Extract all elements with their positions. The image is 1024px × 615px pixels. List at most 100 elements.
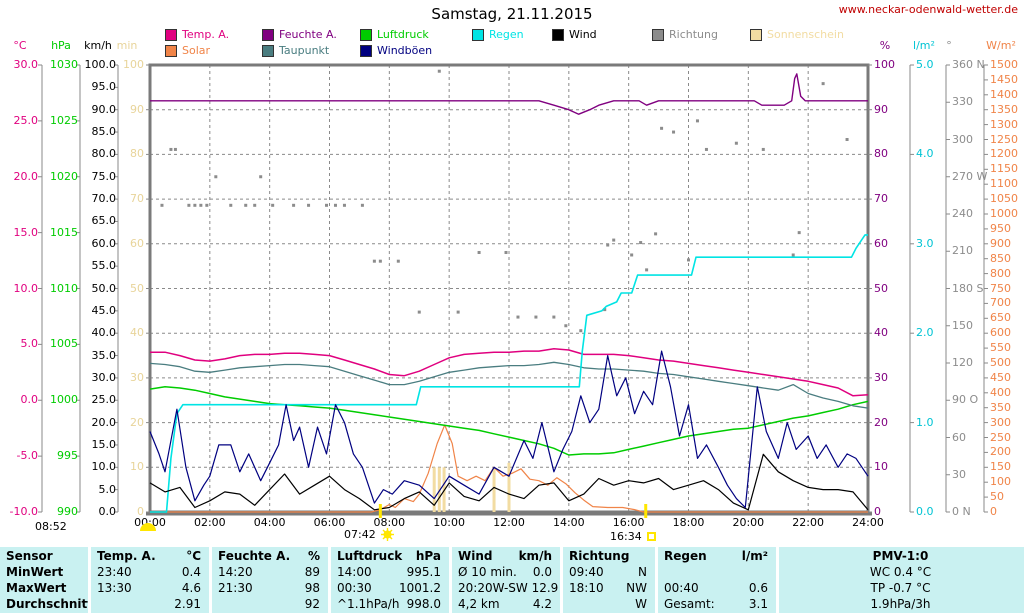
stats-column: PMV-1:0 WC 0.4 °C TP -0.7 °C 1.9hPa/3h: [779, 547, 1024, 613]
axis-tick-label: 75.0: [91, 169, 117, 183]
axis-tick-label: 360 N: [952, 58, 985, 71]
stats-column: Regen l/m² 00:40 0.6 Gesamt: 3.1: [658, 547, 776, 613]
stats-cell-value: 0.0: [532, 565, 552, 579]
series-richtung-dot: [504, 250, 508, 254]
stats-cell-label: Sensor: [6, 549, 53, 563]
axis-header: km/h: [84, 39, 112, 52]
x-axis-label: 18:00: [672, 516, 705, 529]
axis-tick-label: 450: [990, 370, 1011, 384]
axis-tick-label: 95.0: [91, 80, 117, 94]
axis-header: l/m²: [913, 39, 935, 52]
legend-label-regen: Regen: [489, 28, 524, 41]
axis-tick-label: 750: [990, 281, 1011, 295]
series-richtung-dot: [672, 130, 676, 134]
axis-tick-label: 270 W: [952, 169, 988, 183]
axis-tick-label: 240: [952, 207, 973, 220]
series-richtung-dot: [307, 203, 311, 207]
axis-tick-label: 60: [952, 430, 966, 444]
axis-tick-label: 80: [874, 147, 888, 161]
stats-cell-value: 0.6: [748, 581, 768, 595]
x-axis-label: 06:00: [313, 516, 346, 529]
series-richtung-dot: [797, 231, 801, 235]
stats-cell-value: 3.1: [748, 597, 768, 611]
stats-cell-label: 14:00: [337, 565, 372, 579]
axis-tick-label: 0 N: [952, 505, 971, 518]
axis-tick-label: 90 O: [952, 393, 979, 407]
series-richtung-dot: [639, 241, 643, 245]
stats-cell: Richtung: [563, 548, 655, 564]
axis-tick-label: 80.0: [91, 147, 117, 161]
series-richtung-dot: [821, 82, 825, 86]
stats-cell-label: Regen: [664, 549, 707, 563]
stats-cell-value: °C: [186, 549, 201, 563]
axis-tick-label: 60: [130, 236, 144, 250]
stats-cell: Feuchte A.%: [212, 548, 328, 564]
stats-cell: 4,2 km 4.2: [452, 596, 560, 612]
axis-tick-label: 1350: [990, 102, 1018, 116]
axis-tick-label: 1005: [50, 337, 78, 351]
series-richtung-dot: [199, 203, 203, 207]
series-sonnenschein-bar: [432, 467, 436, 512]
series-richtung-dot: [516, 315, 520, 319]
legend-swatch-richtung-icon: [652, 29, 664, 41]
axis-tick-label: 85.0: [91, 125, 117, 139]
x-axis-label: 10:00: [433, 516, 465, 529]
x-axis-label: 22:00: [792, 516, 824, 529]
axis-tick-label: 10: [130, 460, 144, 474]
site-url[interactable]: www.neckar-odenwald-wetter.de: [838, 3, 1018, 16]
axis-tick-label: 150: [952, 318, 973, 332]
axis-tick-label: 5.0: [98, 482, 117, 496]
series-richtung-dot: [378, 259, 382, 263]
series-richtung-dot: [791, 253, 795, 257]
series-richtung-dot: [477, 250, 481, 254]
axis-tick-label: 70: [874, 192, 888, 206]
stats-cell: 00:30 1001.2: [331, 580, 449, 596]
legend-swatch-temp-icon: [165, 29, 177, 41]
stats-cell-value: 92: [304, 597, 320, 611]
legend-item-regen: Regen: [472, 29, 524, 41]
stats-cell-label: Richtung: [569, 549, 630, 563]
sunrise-time: 07:42: [344, 528, 376, 541]
stats-column: Richtung 09:40 N 18:10 NW W: [563, 547, 655, 613]
stats-cell: Durchschnitt: [0, 596, 88, 612]
sun-event-tick: [644, 504, 648, 518]
axis-tick-label: 0.0: [20, 393, 39, 407]
axis-tick-label: 0: [990, 505, 997, 518]
stats-column: Sensor MinWert MaxWert Durchschnitt: [0, 547, 88, 613]
axis-header: hPa: [51, 39, 71, 52]
axis-tick-label: 25.0: [13, 113, 39, 127]
axis-tick-label: 90: [130, 102, 144, 116]
stats-cell-label: Wind: [458, 549, 493, 563]
stats-cell: 2.91: [91, 596, 209, 612]
axis-tick-label: 1450: [990, 72, 1018, 86]
legend-label-sonnenschein: Sonnenschein: [767, 28, 844, 41]
legend-label-luftdruck: Luftdruck: [377, 28, 429, 41]
stats-cell: W: [563, 596, 655, 612]
axis-tick-label: 20.0: [13, 169, 39, 183]
stats-cell: 13:30 4.6: [91, 580, 209, 596]
axis-tick-label: -10.0: [9, 505, 38, 518]
stats-cell: Gesamt: 3.1: [658, 596, 776, 612]
axis-tick-label: 1.0: [916, 415, 934, 429]
axis-tick-label: 80: [130, 147, 144, 161]
axis-tick-label: 30: [874, 370, 888, 384]
axis-tick-label: 600: [990, 326, 1011, 340]
stats-cell-value: hPa: [415, 549, 441, 563]
axis-tick-label: 1015: [50, 225, 78, 239]
moon-time: 08:52: [35, 520, 67, 533]
axis-tick-label: 50: [990, 490, 1004, 504]
axis-tick-label: 990: [57, 505, 78, 518]
series-richtung-dot: [612, 238, 616, 242]
axis-tick-label: 10.0: [13, 281, 39, 295]
axis-tick-label: 100.0: [84, 58, 117, 71]
series-richtung-dot: [372, 259, 376, 263]
series-richtung-dot: [342, 203, 346, 207]
series-richtung-dot: [704, 147, 708, 151]
stats-cell-label: Durchschnitt: [6, 597, 88, 611]
series-richtung-dot: [187, 203, 191, 207]
stats-cell-label: ^1.1hPa/h: [337, 597, 400, 611]
sun-icon: [380, 528, 394, 541]
series-richtung-dot: [333, 203, 337, 207]
axis-tick-label: 995: [57, 449, 78, 463]
axis-header: °: [946, 39, 952, 52]
